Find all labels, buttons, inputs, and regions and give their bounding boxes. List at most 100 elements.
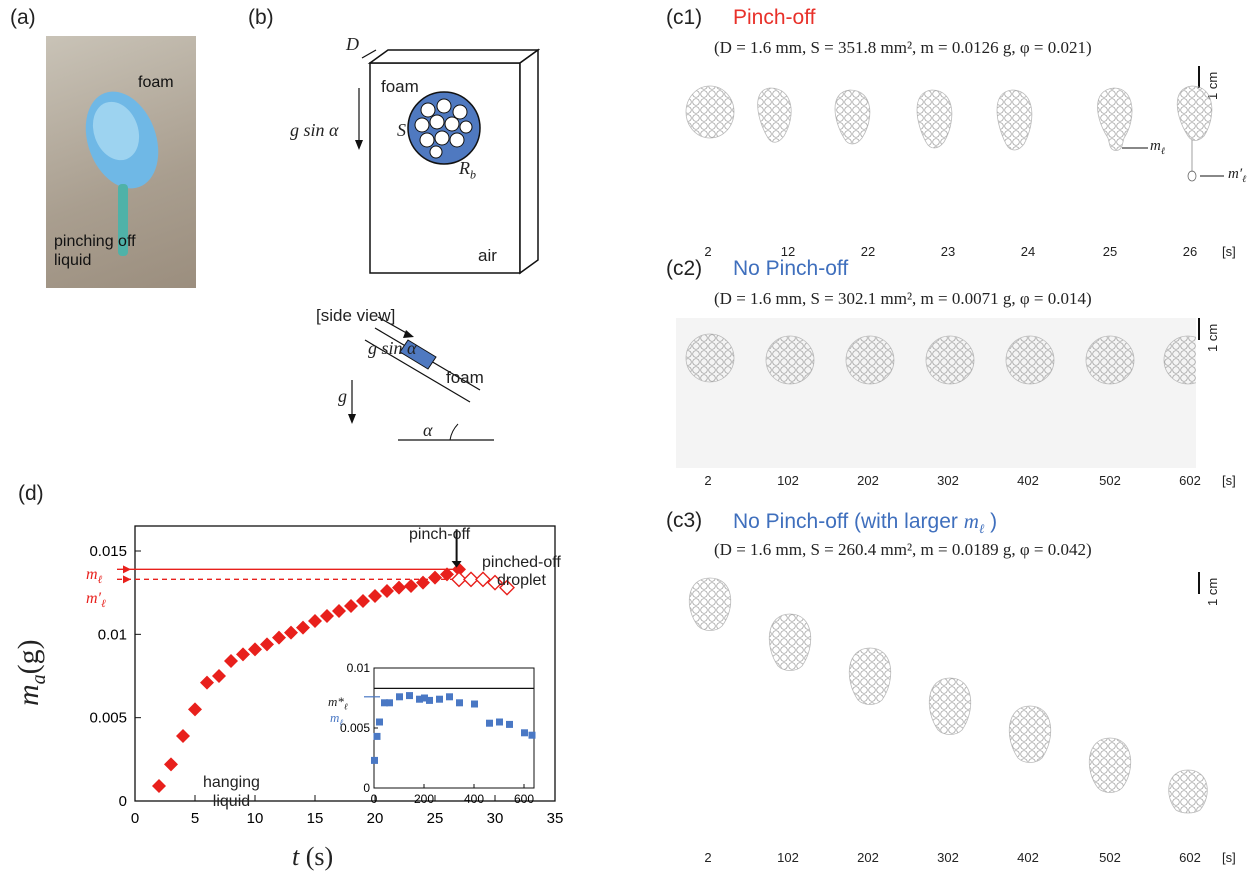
c2-foam-frame (685, 333, 735, 383)
c3-foam-frame (848, 647, 892, 705)
data-point-open-diamond (475, 571, 491, 588)
rb-label: Rb (459, 158, 476, 183)
inset-data-point-square (436, 695, 443, 703)
c1-foam-frame (1097, 87, 1133, 151)
panel-c1-title: Pinch-off (733, 6, 816, 29)
data-point-diamond (296, 620, 310, 635)
data-point-diamond (284, 625, 298, 640)
inset-data-point-square (426, 696, 433, 704)
foam-highlight (92, 101, 140, 161)
data-point-diamond (212, 669, 226, 683)
d-xlabel-unit: (s) (305, 842, 334, 871)
c2-time: 2 (704, 473, 712, 488)
foam-label: foam (381, 77, 419, 96)
d-ml-label: mℓ (86, 566, 102, 586)
d-mlp-main: m′ (86, 590, 102, 607)
rb-sub: b (470, 167, 476, 182)
c1-time: 12 (780, 244, 796, 259)
panel-b-label: (b) (248, 6, 274, 29)
panel-c3-title-m-main: m (963, 509, 979, 533)
c1-foam-frame (996, 89, 1033, 151)
c2-frames (676, 318, 1196, 468)
main-plot-frame (134, 525, 556, 802)
inset-data-point-square (521, 729, 528, 737)
bubble (459, 120, 473, 134)
c3-foam-frame (688, 577, 732, 631)
inset-mstar-sub: ℓ (343, 701, 348, 712)
inset-data-point-square (496, 718, 503, 726)
schematic-diagram (348, 48, 540, 441)
c1-time: 25 (1102, 244, 1118, 259)
annotation-pinchoff: pinch-off (409, 526, 471, 543)
c1-foam-frame (757, 87, 792, 143)
side-gsin-arrow (377, 316, 411, 336)
foam-photo: foam pinching off liquid (46, 36, 196, 288)
data-point-diamond (452, 562, 466, 577)
data-point-diamond (404, 579, 418, 593)
d-ylabel: ma(g) (12, 639, 51, 706)
data-point-diamond (428, 570, 442, 585)
c2-unit: [s] (1222, 473, 1236, 488)
inset-axes: 0 200 400 600 0 0.005 0.01 (340, 661, 535, 806)
bubble (419, 132, 435, 148)
bubble (429, 114, 445, 130)
side-g-label: g (338, 386, 347, 406)
scale-label-c2: 1 cm (1205, 323, 1220, 352)
c3-time: 202 (857, 850, 879, 865)
data-point-diamond (368, 589, 382, 603)
x-tick-label: 15 (307, 810, 324, 827)
foam-photo-label: foam (138, 74, 174, 91)
alpha-label: α (423, 420, 433, 440)
inset-data-point-square (406, 692, 413, 700)
c1-droplet (1187, 170, 1197, 182)
panel-d-label: (d) (18, 482, 44, 505)
inset-data-point-square (376, 718, 383, 726)
data-point-diamond (248, 642, 262, 657)
box-top (367, 49, 540, 64)
inset-x-tick-label: 400 (464, 792, 484, 806)
inset-data-point-square (421, 694, 428, 702)
inset-data-point-square (528, 731, 536, 739)
box-side (519, 48, 539, 275)
y-tick-label: 0 (119, 793, 127, 810)
d-mlp-label: m′ℓ (86, 590, 106, 610)
d-arrow (361, 49, 377, 59)
data-point-diamond (392, 580, 406, 595)
data-point-diamond (152, 779, 166, 793)
foam-photo-drawing (85, 91, 159, 256)
c3-time: 102 (777, 850, 799, 865)
c2-foam-frame (925, 335, 975, 385)
c1-unit: [s] (1222, 244, 1236, 259)
panel-c3-title: No Pinch-off (with larger mℓ ) (733, 509, 997, 537)
side-foam-label: foam (446, 368, 484, 387)
c2-foam-frame (765, 335, 815, 385)
data-point-diamond (440, 567, 454, 582)
c2-time: 202 (857, 473, 879, 488)
bubble (420, 102, 436, 118)
inset-marks (364, 687, 536, 764)
data-point-diamond (164, 757, 178, 772)
c3-time: 402 (1017, 850, 1039, 865)
side-gravity-arrow-head (348, 414, 356, 424)
panel-c3-title-m: mℓ (963, 509, 985, 536)
bubble (429, 145, 443, 159)
x-tick-label: 0 (131, 810, 139, 827)
y-tick-label: 0.015 (89, 543, 127, 560)
rb-main: R (459, 158, 470, 178)
c2-foam-frame (845, 335, 895, 385)
liquid-thread (118, 184, 128, 256)
c3-time: 602 (1179, 850, 1201, 865)
inset-data-point-square (381, 699, 388, 707)
inset-data-point-square (471, 700, 478, 708)
bubble (434, 130, 450, 146)
side-gsin-arrow-head (403, 330, 414, 338)
inset-mstar-main: m* (328, 694, 344, 709)
inset-mstar-label: m*ℓ (328, 694, 348, 712)
annotation-hanging: hanging liquid (203, 774, 260, 810)
panel-c2-label: (c2) (666, 257, 703, 280)
data-point-diamond (260, 637, 274, 652)
c1-frames (685, 85, 1224, 182)
d-xlabel-main: t (292, 842, 300, 871)
inset-data-point-square (506, 720, 513, 728)
c1-ml-sub: ℓ (1160, 146, 1166, 157)
